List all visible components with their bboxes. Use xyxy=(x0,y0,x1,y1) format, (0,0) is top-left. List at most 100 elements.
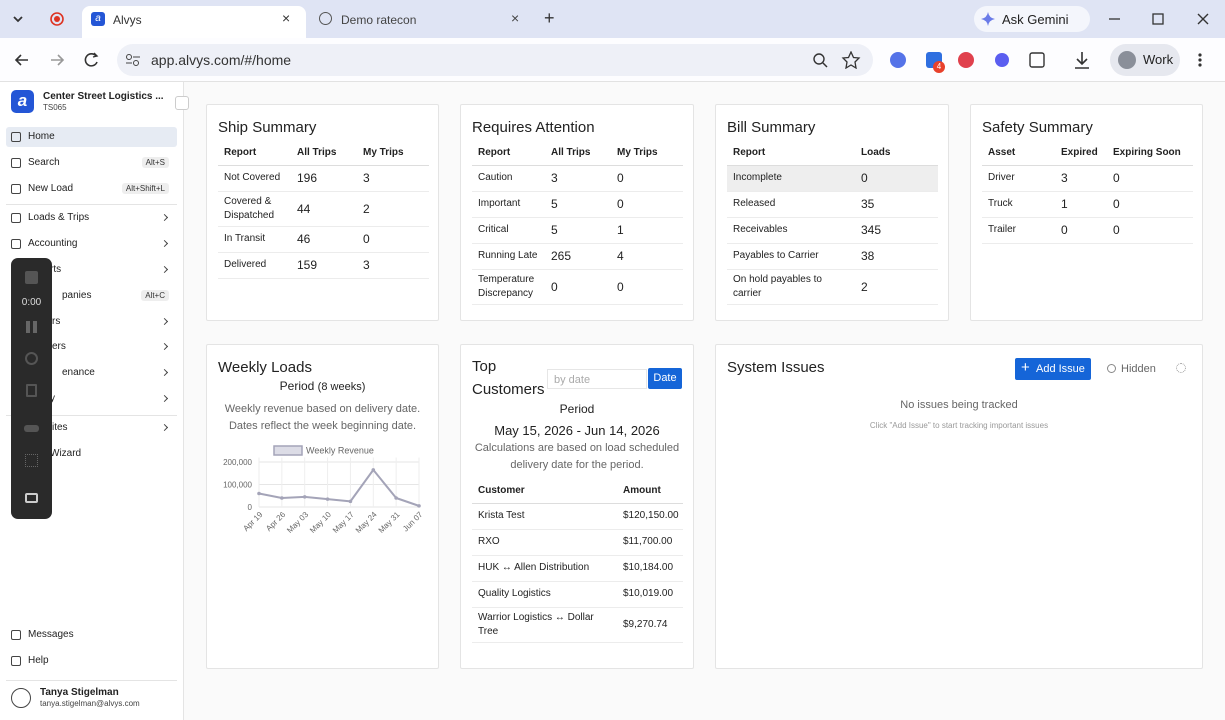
address-bar[interactable]: app.alvys.com/#/home xyxy=(117,44,873,76)
date-range: May 15, 2026 - Jun 14, 2026 xyxy=(494,423,660,438)
table-cell: $9,270.74 xyxy=(617,607,683,643)
hidden-toggle[interactable]: Hidden xyxy=(1121,363,1156,375)
tab-close[interactable]: × xyxy=(282,10,291,26)
nav-item[interactable]: Wizard xyxy=(6,444,177,464)
site-info-icon xyxy=(126,54,140,66)
table-row[interactable]: Running Late 265 4 xyxy=(472,243,683,270)
nav-item[interactable]: Loads & Trips xyxy=(6,208,177,228)
add-issue-button[interactable]: + Add Issue xyxy=(1015,358,1091,380)
table-row[interactable]: Covered & Dispatched 44 2 xyxy=(218,191,429,227)
table-row[interactable]: On hold payables to carrier 2 xyxy=(727,269,938,305)
summary-table: Report Loads Incomplete 0 Released 35 Receivab… xyxy=(727,141,938,305)
stop-button[interactable] xyxy=(25,271,38,284)
table-row[interactable]: Critical 5 1 xyxy=(472,217,683,244)
table-cell: 3 xyxy=(1055,165,1107,192)
nav-item[interactable]: ers xyxy=(6,337,177,357)
grid-button[interactable] xyxy=(25,454,38,467)
chevron xyxy=(160,368,169,377)
table-cell: 0 xyxy=(611,269,683,305)
tab-strip: a Alvys × Demo ratecon × + Ask Gemini xyxy=(0,0,1225,38)
new-tab[interactable]: + xyxy=(544,8,555,28)
nav-icon xyxy=(11,239,21,249)
nav-item[interactable]: New Load Alt+Shift+L xyxy=(6,179,177,199)
footer-item[interactable]: Help xyxy=(6,651,177,671)
tab[interactable]: a Alvys × xyxy=(82,6,306,38)
add-issue-label: Add Issue xyxy=(1036,363,1085,375)
nav-item[interactable]: Accounting xyxy=(6,234,177,254)
chevron xyxy=(160,317,169,326)
table-row[interactable]: Not Covered 196 3 xyxy=(218,165,429,192)
nav-item[interactable]: ites xyxy=(6,418,177,438)
table-row[interactable]: HUK ↔ Allen Distribution $10,184.00 xyxy=(472,555,683,582)
nav-label: enance xyxy=(62,367,95,378)
table-cell: $11,700.00 xyxy=(617,529,683,556)
nav-icon xyxy=(11,213,21,223)
nav-label: ites xyxy=(52,422,68,433)
tab-close[interactable]: × xyxy=(511,10,520,26)
nav-item[interactable]: panies Alt+C xyxy=(6,286,177,306)
table-row[interactable]: Payables to Carrier 38 xyxy=(727,243,938,270)
card-title: Weekly Loads xyxy=(218,359,312,376)
card-title: Ship Summary xyxy=(218,119,317,136)
logo: a xyxy=(11,90,34,113)
nav-icon xyxy=(11,656,21,666)
annotate-button[interactable] xyxy=(24,425,39,432)
nav-item[interactable]: y xyxy=(6,389,177,409)
table-row[interactable]: Released 35 xyxy=(727,191,938,218)
ask-gemini[interactable]: Ask Gemini xyxy=(974,6,1090,32)
table-body: Not Covered 196 3 Covered & Dispatched 44 2 In… xyxy=(218,165,429,279)
nav-label: ers xyxy=(52,341,66,352)
menu-icon[interactable] xyxy=(1196,52,1204,70)
column-header: Report xyxy=(218,141,291,166)
table-row[interactable]: Quality Logistics $10,019.00 xyxy=(472,581,683,608)
tab[interactable]: Demo ratecon × xyxy=(310,6,530,38)
table-row[interactable]: Truck 1 0 xyxy=(982,191,1193,218)
footer-item[interactable]: Messages xyxy=(6,625,177,645)
table-cell: 1 xyxy=(1055,191,1107,218)
chevron xyxy=(160,423,169,432)
restart-button[interactable] xyxy=(25,352,38,365)
profile-name: Work xyxy=(1143,52,1174,67)
nav-item[interactable]: Search Alt+S xyxy=(6,153,177,173)
data-point xyxy=(417,504,421,508)
recorder-overlay: 0:00 xyxy=(11,258,52,519)
table-row[interactable]: In Transit 46 0 xyxy=(218,226,429,253)
period-note: (8 weeks) xyxy=(317,381,366,393)
table-cell: 265 xyxy=(545,243,611,270)
nav-label: Wizard xyxy=(50,448,82,459)
nav-label: rts xyxy=(50,264,62,275)
nav-item[interactable]: Home xyxy=(6,127,177,147)
x-tick-label: May 17 xyxy=(331,510,356,535)
table-cell: 0 xyxy=(357,226,429,253)
table-row[interactable]: Caution 3 0 xyxy=(472,165,683,192)
profile-button[interactable]: Work xyxy=(1110,44,1180,76)
card-title: System Issues xyxy=(727,359,825,376)
camera-button[interactable] xyxy=(25,493,38,503)
nav-item[interactable]: rs xyxy=(6,312,177,332)
table-cell: On hold payables to carrier xyxy=(727,269,855,305)
table-row[interactable]: Warrior Logistics ↔ Dollar Tree $9,270.74 xyxy=(472,607,683,643)
nav-item[interactable]: rts xyxy=(6,260,177,280)
delete-button[interactable] xyxy=(26,384,37,397)
table-row[interactable]: Receivables 345 xyxy=(727,217,938,244)
card-title: Bill Summary xyxy=(727,119,816,136)
table-row[interactable]: Driver 3 0 xyxy=(982,165,1193,192)
table-row[interactable]: Important 5 0 xyxy=(472,191,683,218)
table-row[interactable]: RXO $11,700.00 xyxy=(472,529,683,556)
pause-button[interactable] xyxy=(26,321,37,333)
date-filter-button[interactable]: Date xyxy=(648,368,682,389)
table-row[interactable]: Trailer 0 0 xyxy=(982,217,1193,244)
table-head: Customer Amount xyxy=(472,479,683,504)
table-row[interactable]: Krista Test $120,150.00 xyxy=(472,503,683,530)
period-heading: Period (8 weeks) xyxy=(207,379,438,393)
table-body: Krista Test $120,150.00 RXO $11,700.00 HUK ↔… xyxy=(472,503,683,643)
table-row[interactable]: Delivered 159 3 xyxy=(218,252,429,279)
date-filter-input[interactable]: by date xyxy=(547,369,647,389)
nav-item[interactable]: enance xyxy=(6,363,177,383)
table-row[interactable]: Incomplete 0 xyxy=(727,165,938,192)
column-header: Amount xyxy=(617,479,683,504)
collapse-button[interactable] xyxy=(175,96,189,110)
address-icons xyxy=(813,51,861,69)
table-row[interactable]: Temperature Discrepancy 0 0 xyxy=(472,269,683,305)
table-head: Report Loads xyxy=(727,141,938,166)
